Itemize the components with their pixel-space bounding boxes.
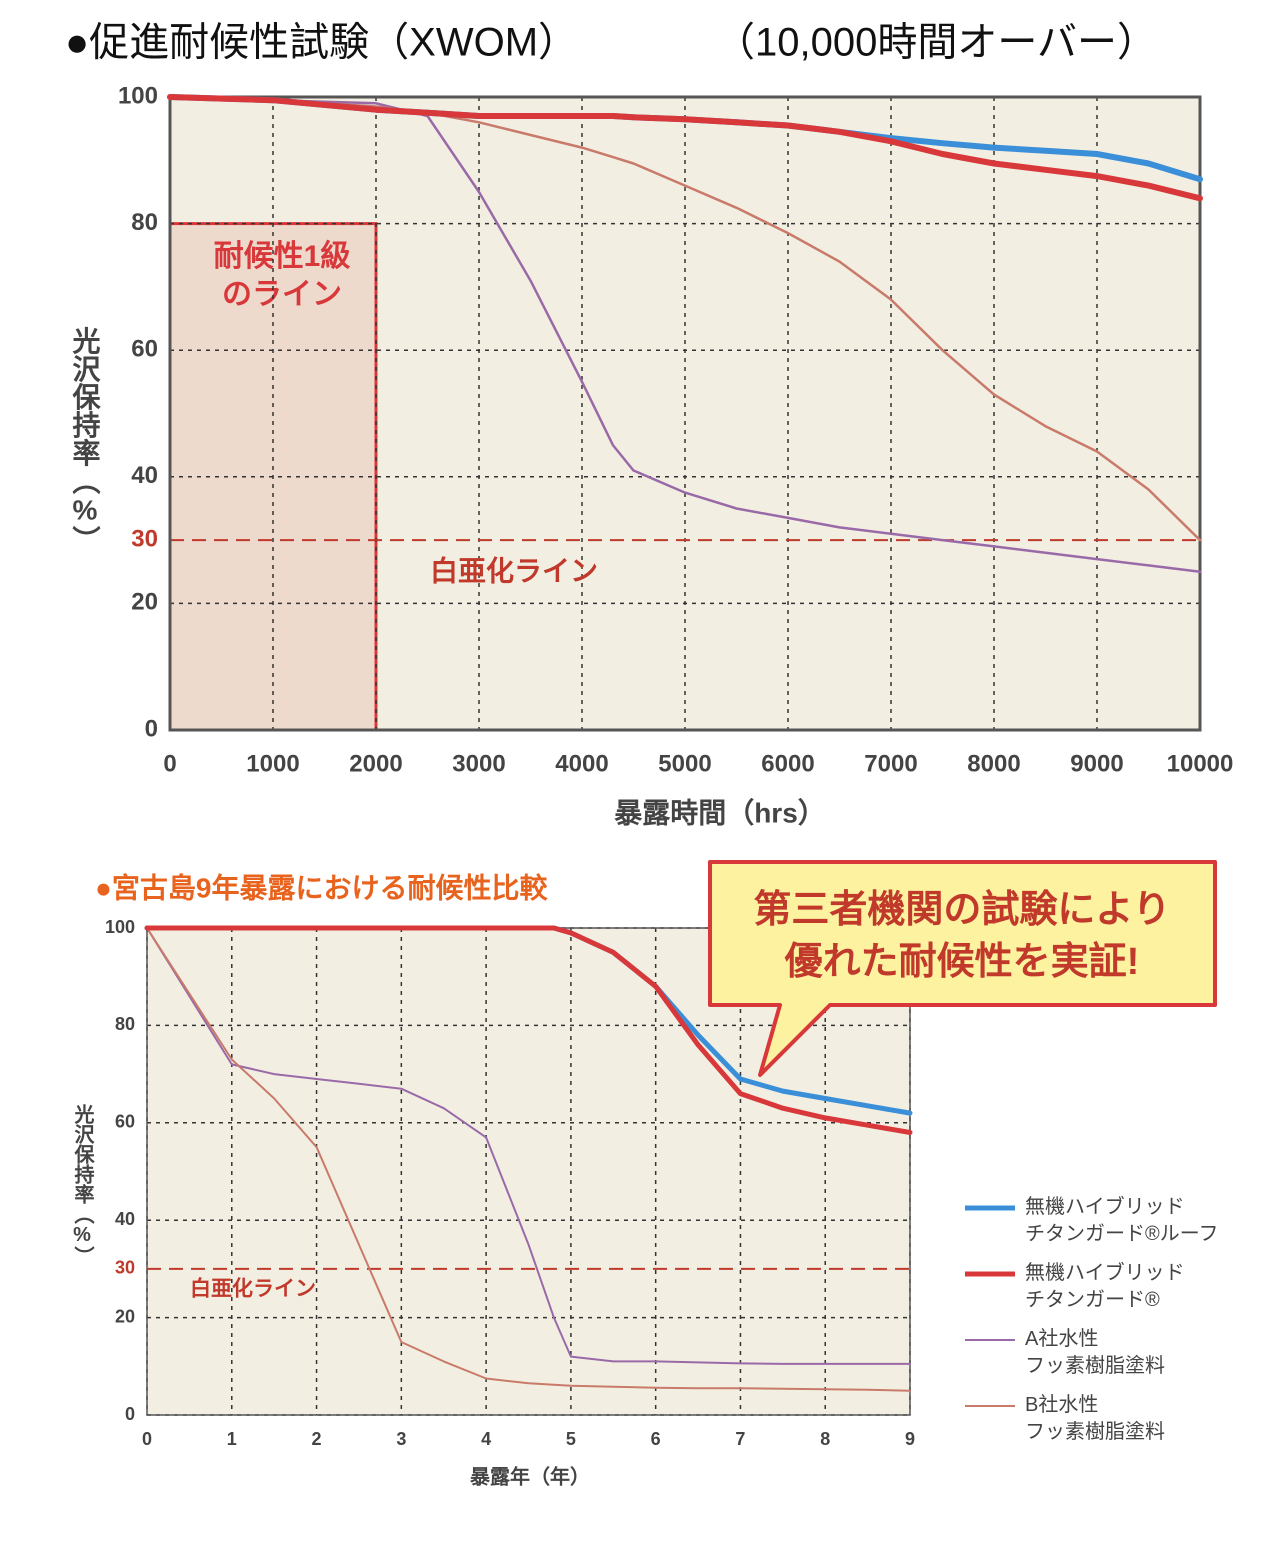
callout-box [708,860,1217,1077]
chalking-label: 白亜化ライン [430,554,598,586]
callout-text: 第三者機関の試験により優れた耐候性を実証! [753,889,1170,983]
x-tick-label: 9 [905,1429,915,1449]
legend-label: B社水性フッ素樹脂塗料 [1025,1393,1165,1443]
x-tick-label: 5000 [658,750,711,777]
y-tick-label: 100 [118,82,158,109]
x-tick-label: 4 [481,1429,491,1449]
y-tick-label: 100 [105,917,135,937]
x-tick-label: 0 [163,750,176,777]
y-tick-label: 30 [115,1258,135,1278]
x-axis-label: 暴露時間（hrs） [614,796,826,828]
region-label: 耐候性1級のライン [214,239,351,311]
y-tick-label: 60 [131,336,158,363]
series-line [144,925,913,1135]
legend-label: 無機ハイブリッドチタンガード® [1025,1260,1185,1311]
x-tick-label: 3 [396,1429,406,1449]
y-tick-label: 0 [125,1404,135,1424]
y-tick-label: 20 [131,589,158,616]
y-tick-label: 80 [115,1014,135,1034]
series-line [168,95,1202,574]
y-tick-label: 20 [115,1306,135,1326]
chalking-label: 白亜化ライン [190,1277,316,1301]
y-tick-label: 30 [131,525,158,552]
series-line [167,94,1203,202]
legend-label: 無機ハイブリッドチタンガード®ルーフ [1025,1194,1219,1245]
x-tick-label: 3000 [452,750,505,777]
series-line [146,927,911,1392]
y-axis-label: 光沢保持率（%） [71,1104,95,1266]
x-tick-label: 9000 [1070,750,1123,777]
y-tick-label: 40 [131,462,158,489]
chart-title: ●促進耐候性試験（XWOM） [65,21,578,65]
x-tick-label: 5 [566,1429,576,1449]
x-tick-label: 1000 [246,750,299,777]
x-tick-label: 8000 [967,750,1020,777]
x-tick-label: 6 [651,1429,661,1449]
x-tick-label: 10000 [1167,750,1234,777]
chart-subtitle: （10,000時間オーバー） [715,21,1157,65]
series-line [146,927,911,1365]
chart-title: ●宮古島9年暴露における耐候性比較 [95,871,548,903]
x-axis-label: 暴露年（年） [470,1464,590,1488]
x-tick-label: 2000 [349,750,402,777]
x-tick-label: 4000 [555,750,608,777]
x-tick-label: 6000 [761,750,814,777]
x-tick-label: 2 [312,1429,322,1449]
x-tick-label: 8 [820,1429,830,1449]
x-tick-label: 0 [142,1429,152,1449]
y-tick-label: 0 [145,715,158,742]
x-tick-label: 7000 [864,750,917,777]
y-tick-label: 60 [115,1112,135,1132]
y-tick-label: 40 [115,1209,135,1229]
x-tick-label: 7 [735,1429,745,1449]
plot-frame [168,95,1202,732]
legend-label: A社水性フッ素樹脂塗料 [1025,1327,1165,1377]
y-axis-label: 光沢保持率（%） [70,326,102,553]
y-tick-label: 80 [131,209,158,236]
x-tick-label: 1 [227,1429,237,1449]
